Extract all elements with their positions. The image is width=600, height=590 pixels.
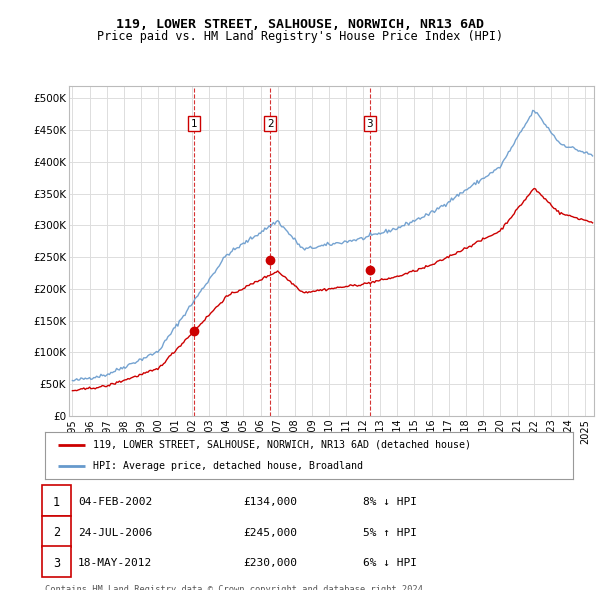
Text: 3: 3 [53, 557, 60, 570]
Text: Contains HM Land Registry data © Crown copyright and database right 2024.
This d: Contains HM Land Registry data © Crown c… [45, 585, 428, 590]
Text: £134,000: £134,000 [243, 497, 297, 507]
Text: HPI: Average price, detached house, Broadland: HPI: Average price, detached house, Broa… [92, 461, 362, 471]
Text: 1: 1 [53, 496, 60, 509]
Text: 1: 1 [190, 119, 197, 129]
Text: 04-FEB-2002: 04-FEB-2002 [78, 497, 152, 507]
Text: 3: 3 [367, 119, 373, 129]
Text: 2: 2 [53, 526, 60, 539]
Text: 2: 2 [267, 119, 274, 129]
Text: 119, LOWER STREET, SALHOUSE, NORWICH, NR13 6AD (detached house): 119, LOWER STREET, SALHOUSE, NORWICH, NR… [92, 440, 470, 450]
Text: 24-JUL-2006: 24-JUL-2006 [78, 528, 152, 537]
Text: 5% ↑ HPI: 5% ↑ HPI [363, 528, 417, 537]
Text: 8% ↓ HPI: 8% ↓ HPI [363, 497, 417, 507]
Text: Price paid vs. HM Land Registry's House Price Index (HPI): Price paid vs. HM Land Registry's House … [97, 30, 503, 43]
Text: 6% ↓ HPI: 6% ↓ HPI [363, 559, 417, 568]
Text: 119, LOWER STREET, SALHOUSE, NORWICH, NR13 6AD: 119, LOWER STREET, SALHOUSE, NORWICH, NR… [116, 18, 484, 31]
Text: 18-MAY-2012: 18-MAY-2012 [78, 559, 152, 568]
Text: £230,000: £230,000 [243, 559, 297, 568]
Text: £245,000: £245,000 [243, 528, 297, 537]
